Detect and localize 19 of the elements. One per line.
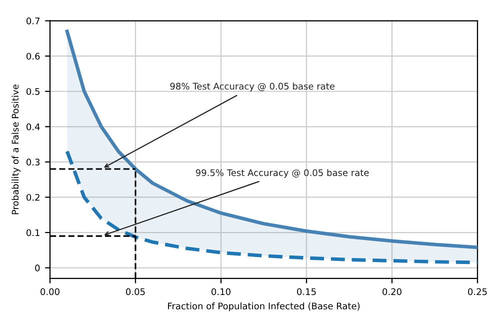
- x-tick-label: 0.10: [212, 288, 230, 296]
- annotation: 98% Test Accuracy @ 0.05 base rate: [170, 82, 334, 92]
- x-tick-label: 0.05: [126, 288, 145, 296]
- y-tick-label: 0.3: [26, 158, 40, 166]
- y-tick-label: 0.2: [26, 194, 40, 201]
- y-tick-label: 0.5: [26, 88, 40, 95]
- x-tick-label: 0.15: [297, 288, 316, 296]
- x-tick-label: 0.25: [468, 288, 487, 296]
- y-tick-label: 0: [35, 264, 40, 272]
- y-axis-title: Probability of a False Positive: [12, 84, 20, 214]
- x-tick-label: 0.00: [40, 288, 60, 296]
- y-tick-label: 0.1: [26, 229, 40, 236]
- x-axis-title: Fraction of Population Infected (Base Rate): [168, 302, 360, 312]
- y-tick-label: 0.7: [26, 18, 40, 24]
- annotation: 99.5% Test Accuracy @ 0.05 base rate: [196, 169, 369, 178]
- x-tick-label: 0.20: [382, 288, 402, 296]
- line-series: [65, 150, 478, 264]
- y-tick-label: 0.4: [26, 123, 40, 130]
- y-tick-label: 0.6: [26, 52, 40, 60]
